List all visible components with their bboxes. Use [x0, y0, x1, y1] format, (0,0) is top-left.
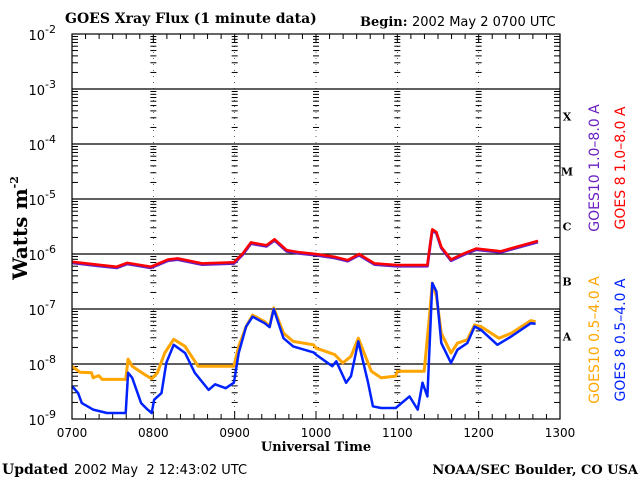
updated-value: 2002 May 2 12:43:02 UTC: [74, 463, 247, 478]
y-axis-label-text: Watts m: [8, 188, 32, 281]
legend-entry: GOES 8 0.5–4.0 A: [613, 278, 629, 401]
y-tick-exponent: -7: [45, 298, 56, 311]
axis-ticks: [71, 34, 561, 419]
flare-class-label: A: [562, 331, 572, 344]
y-tick-label: 10-5: [28, 188, 56, 209]
credit: NOAA/SEC Boulder, CO USA: [432, 463, 639, 478]
chart-title: GOES Xray Flux (1 minute data): [65, 11, 317, 27]
begin-value: 2002 May 2 0700 UTC: [412, 15, 556, 30]
y-tick-base: 10: [28, 359, 45, 374]
x-tick-labels: 0700 0800 0900 1000 1100 1200 1300: [57, 426, 576, 440]
begin-label: Begin:: [360, 15, 408, 30]
y-tick-label: 10-6: [28, 243, 56, 264]
x-axis-label: Universal Time: [261, 440, 371, 455]
y-tick-labels: 10-210-310-410-510-610-710-810-9: [28, 23, 56, 429]
series-lines: [71, 228, 539, 415]
y-tick-label: 10-8: [28, 353, 56, 374]
y-tick-exponent: -4: [45, 133, 56, 146]
x-tick-label: 1000: [301, 426, 332, 440]
y-tick-exponent: -5: [45, 188, 56, 201]
legend-entry: GOES10 0.5–4.0 A: [587, 276, 603, 404]
updated-label: Updated: [2, 462, 68, 478]
y-tick-label: 10-3: [28, 78, 56, 99]
flare-class-label: X: [563, 111, 572, 124]
plot-frame: [71, 33, 561, 420]
legend: GOES10 1.0–8.0 A GOES 8 1.0–8.0 A GOES10 0…: [587, 104, 629, 404]
flare-class-label: C: [563, 221, 572, 234]
y-tick-label: 10-2: [28, 23, 56, 44]
flare-class-label: B: [562, 276, 571, 289]
y-tick-exponent: -8: [45, 353, 56, 366]
x-tick-label: 0800: [138, 426, 169, 440]
y-tick-exponent: -2: [45, 23, 56, 36]
y-axis-label-exponent: -2: [8, 176, 21, 188]
series-line-3: [71, 281, 536, 415]
x-tick-label: 0700: [57, 426, 88, 440]
flare-class-label: M: [561, 166, 573, 179]
x-tick-label: 1200: [463, 426, 494, 440]
y-tick-label: 10-7: [28, 298, 56, 319]
y-tick-label: 10-4: [28, 133, 56, 154]
y-tick-exponent: -6: [45, 243, 56, 256]
y-tick-base: 10: [28, 194, 45, 209]
y-tick-exponent: -9: [45, 408, 56, 421]
y-axis-label: Watts m-2: [8, 176, 32, 281]
y-tick-base: 10: [28, 304, 45, 319]
flare-class-labels: X M C B A: [561, 111, 573, 344]
y-tick-base: 10: [28, 249, 45, 264]
x-tick-label: 1100: [382, 426, 413, 440]
series-line-0: [71, 228, 539, 270]
legend-entry: GOES10 1.0–8.0 A: [587, 104, 603, 232]
series-line-2: [71, 281, 536, 381]
y-tick-base: 10: [28, 84, 45, 99]
y-tick-exponent: -3: [45, 78, 56, 91]
x-tick-label: 0900: [219, 426, 250, 440]
y-tick-base: 10: [28, 139, 45, 154]
legend-entry: GOES 8 1.0–8.0 A: [613, 106, 629, 229]
series-line-1: [71, 228, 539, 268]
y-tick-base: 10: [28, 29, 45, 44]
y-tick-label: 10-9: [28, 408, 56, 429]
x-tick-label: 1300: [545, 426, 576, 440]
y-tick-base: 10: [28, 414, 45, 429]
